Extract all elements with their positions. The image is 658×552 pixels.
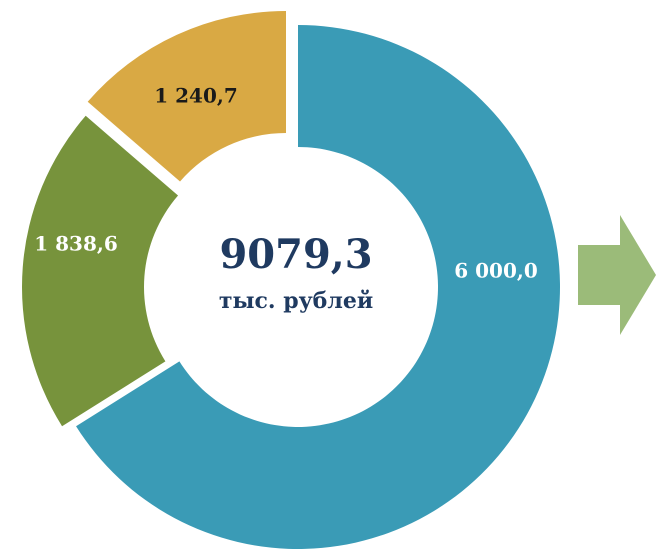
value-label: 1 240,7 — [154, 84, 238, 108]
value-label: 6 000,0 — [454, 259, 538, 283]
center-title: 9079,3 — [219, 231, 372, 278]
arrow — [578, 215, 656, 335]
slice — [21, 115, 179, 427]
slices — [21, 10, 560, 549]
slice — [87, 10, 286, 182]
slice — [76, 25, 560, 549]
value-label: 1 838,6 — [34, 232, 118, 256]
center-subtitle: тыс. рублей — [219, 288, 373, 314]
